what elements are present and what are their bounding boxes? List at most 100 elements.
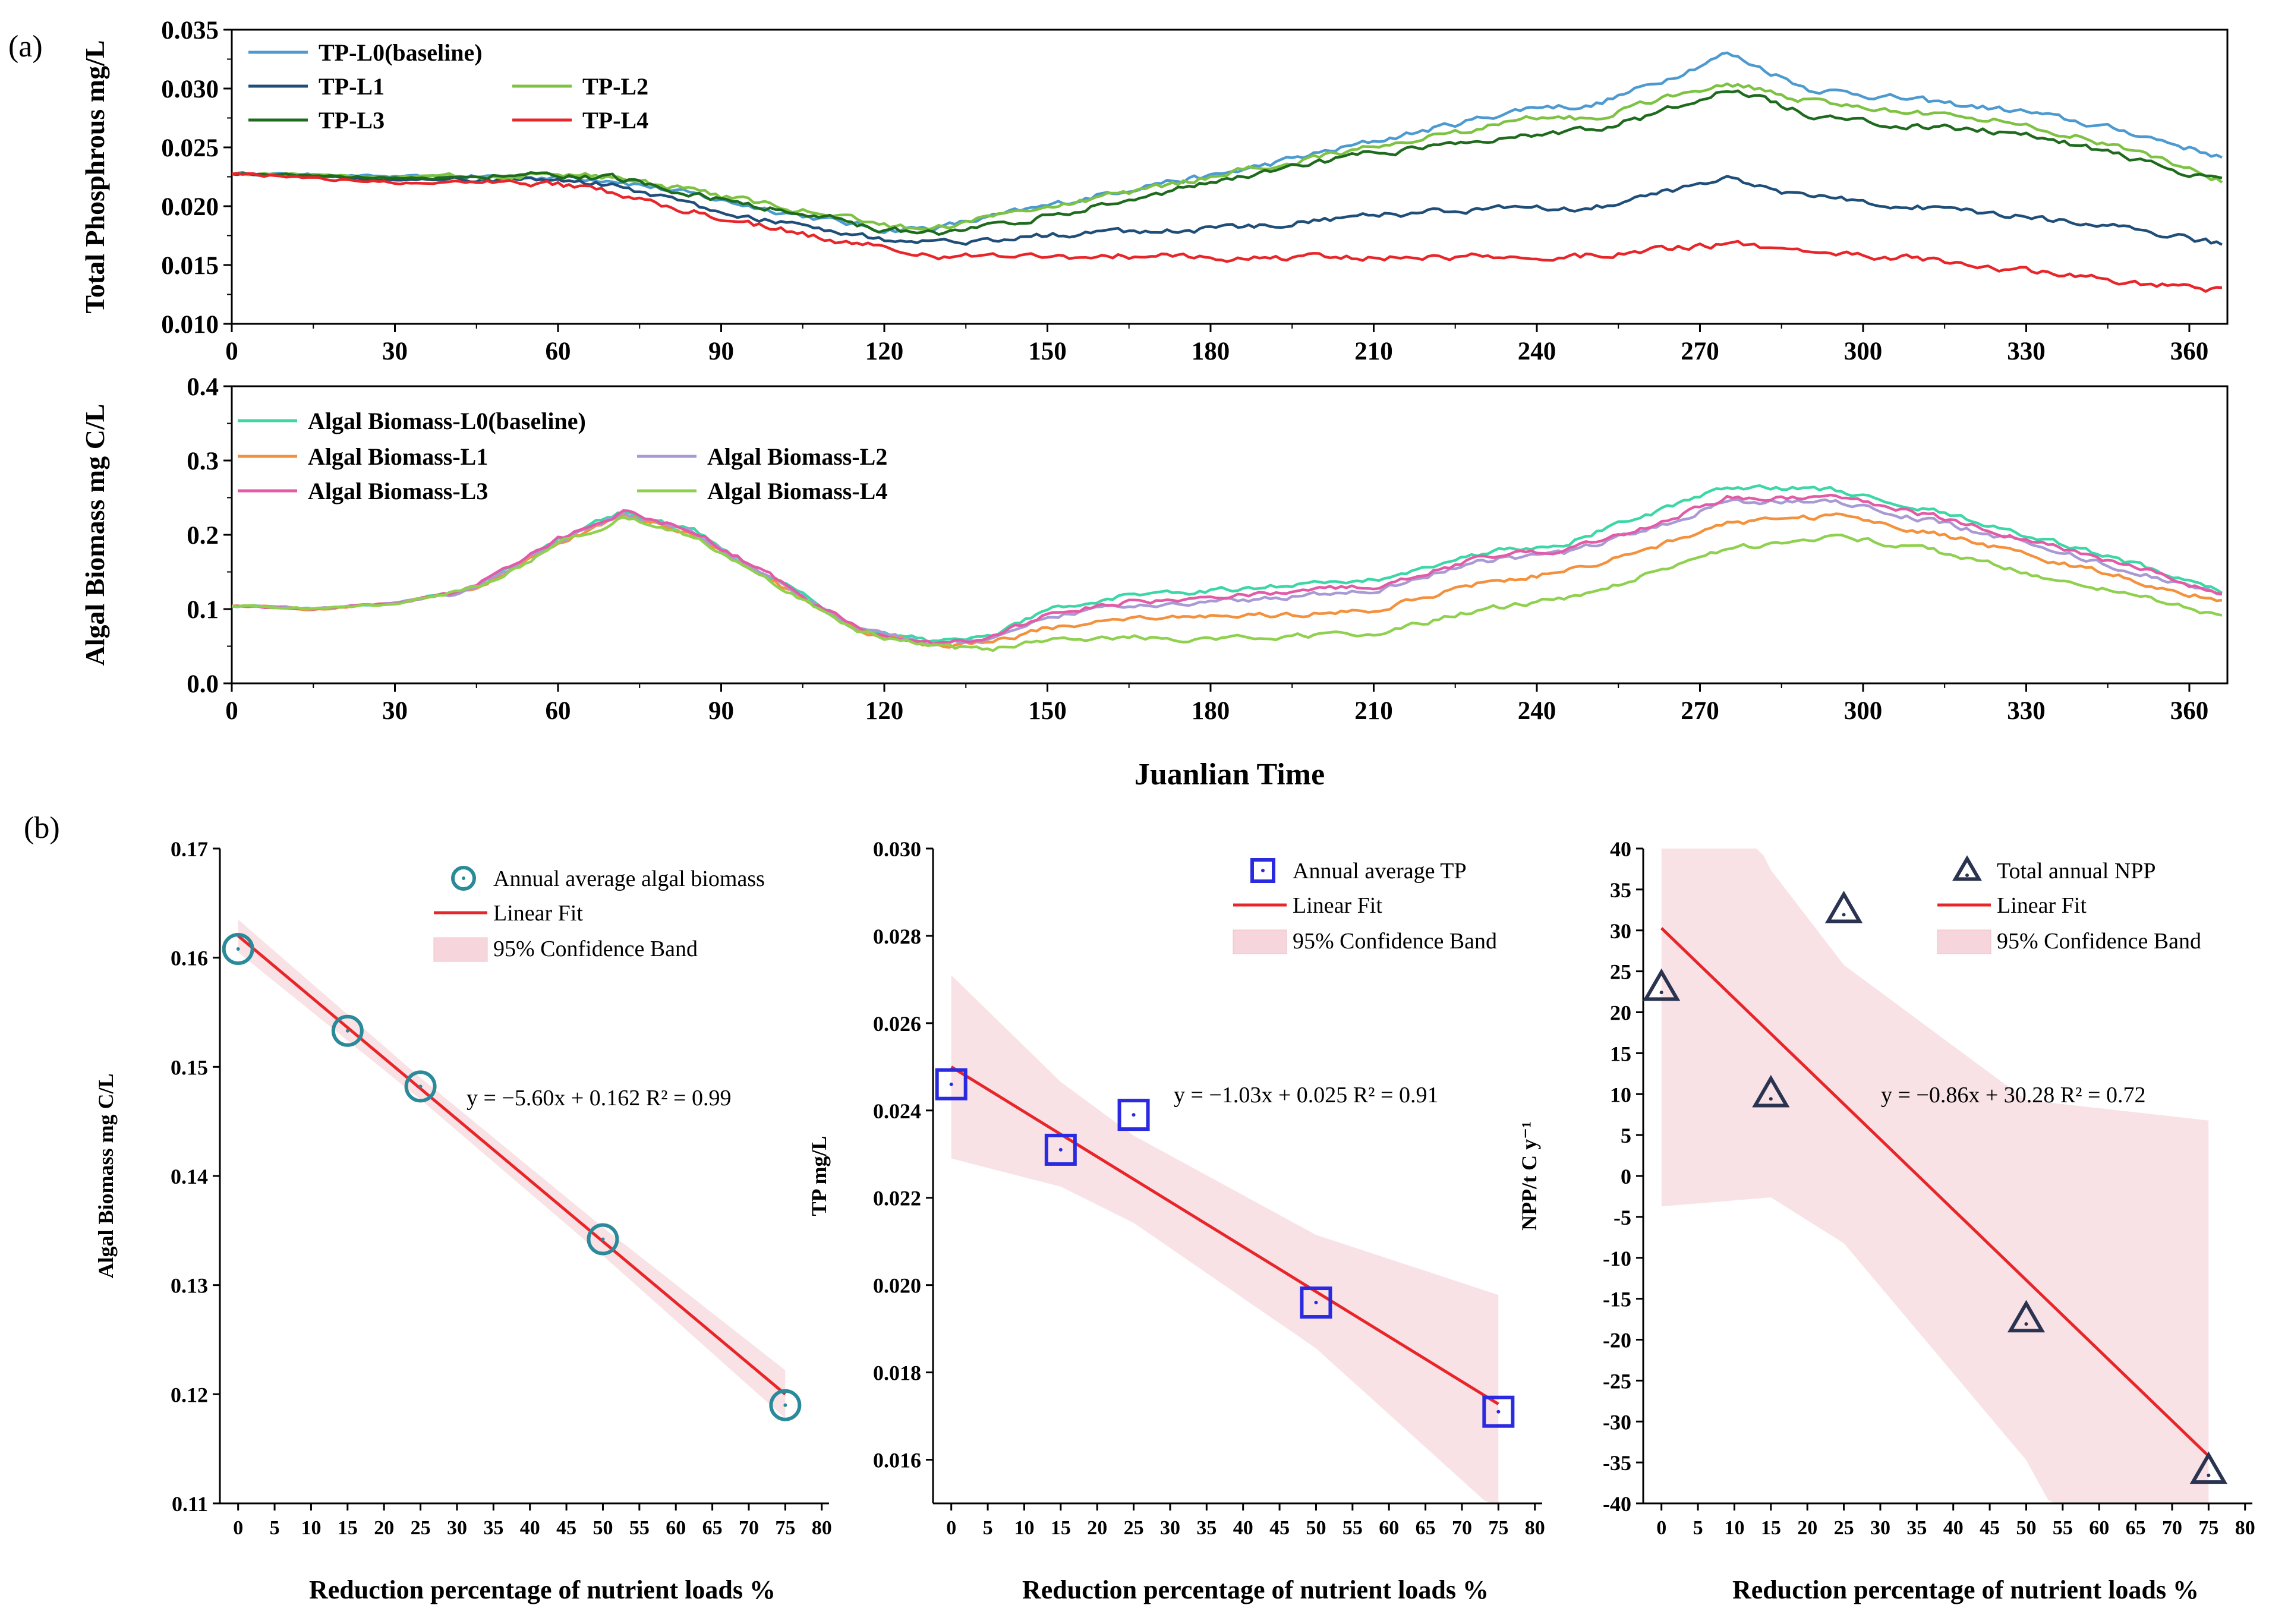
data-point-dot	[949, 1082, 953, 1086]
y-tick-label: 0.2	[187, 522, 219, 550]
x-tick-label: 360	[2170, 697, 2209, 725]
y-tick-label: 0.025	[161, 134, 219, 162]
x-tick-label: 30	[382, 697, 408, 725]
data-point-dot	[2024, 1322, 2028, 1326]
x-tick-label: 15	[1051, 1517, 1071, 1539]
x-tick-label: 15	[1761, 1517, 1781, 1539]
data-point-dot	[1132, 1113, 1136, 1117]
y-tick-label: 0.15	[171, 1055, 208, 1079]
x-tick-label: 80	[2235, 1517, 2255, 1539]
confidence-band	[238, 919, 786, 1418]
x-tick-label: 25	[1834, 1517, 1854, 1539]
x-tick-label: 90	[708, 338, 734, 365]
y-tick-label: 0.026	[873, 1012, 921, 1036]
data-point-dot	[1058, 1147, 1063, 1152]
y-tick-label: 0.028	[873, 925, 921, 948]
y-axis-title: Algal Biomass mg C/L	[80, 404, 110, 666]
x-tick-label: 70	[2162, 1517, 2182, 1539]
chart-tp-vs-reduction: 0 5 10 15 20 25 30 35 40 45 50 55 60 65 70 75 80 0.016 0.0…	[807, 837, 1545, 1604]
legend-label: Linear Fit	[493, 901, 583, 926]
legend-label: Algal Biomass-L2	[707, 443, 887, 470]
x-tick-label: 360	[2170, 338, 2209, 365]
x-axis-title: Juanlian Time	[1134, 758, 1325, 791]
y-tick-label: -15	[1603, 1288, 1631, 1311]
y-tick-label: 5	[1621, 1124, 1631, 1147]
x-tick-label: 330	[2007, 697, 2046, 725]
legend-band-swatch	[1937, 929, 1991, 954]
legend-label: Annual average TP	[1293, 859, 1467, 884]
x-tick-label: 75	[775, 1517, 795, 1539]
data-point-dot	[601, 1237, 605, 1241]
fit-line	[237, 935, 786, 1396]
legend-label: 95% Confidence Band	[493, 936, 698, 961]
y-tick-label: 0.022	[873, 1187, 921, 1210]
legend-label: TP-L4	[582, 107, 648, 134]
data-point	[935, 1068, 968, 1100]
panel-label-a: (a)	[8, 30, 43, 64]
fit-line	[1660, 927, 2210, 1458]
y-tick-label: 0.020	[161, 193, 219, 221]
x-tick-label: 55	[629, 1517, 650, 1539]
x-tick-label: 65	[1416, 1517, 1436, 1539]
y-tick-label: 0.11	[172, 1492, 208, 1516]
x-tick-label: 60	[2089, 1517, 2109, 1539]
x-tick-label: 60	[545, 338, 571, 365]
panel-label-b: (b)	[24, 811, 60, 845]
series-line-TP-L3	[231, 89, 2223, 236]
data-point	[1044, 1133, 1077, 1166]
y-tick-label: 15	[1610, 1042, 1631, 1065]
legend-marker	[1250, 858, 1275, 883]
y-tick-label: 0.1	[187, 596, 219, 624]
x-tick-label: 40	[1233, 1517, 1253, 1539]
data-point	[1752, 1074, 1790, 1108]
fit-equation: y = −1.03x + 0.025 R² = 0.91	[1174, 1083, 1438, 1108]
x-tick-label: 240	[1518, 338, 1556, 365]
x-tick-label: 120	[865, 697, 904, 725]
data-point-dot	[1769, 1097, 1773, 1101]
series-line-TP-L0(baseline)	[231, 51, 2223, 234]
x-tick-label: 35	[1906, 1517, 1927, 1539]
data-point-dot	[345, 1029, 349, 1033]
legend-label: Linear Fit	[1293, 893, 1382, 918]
legend-label: TP-L1	[319, 73, 385, 100]
legend-label: TP-L0(baseline)	[319, 39, 483, 66]
data-point	[1300, 1286, 1332, 1319]
x-axis-title: Reduction percentage of nutrient loads %	[1732, 1575, 2199, 1604]
legend-label: Algal Biomass-L3	[308, 478, 488, 504]
legend-label: Algal Biomass-L1	[308, 443, 488, 470]
x-tick-label: 15	[338, 1517, 358, 1539]
legend-label: Algal Biomass-L0(baseline)	[308, 408, 586, 434]
y-tick-label: 25	[1610, 960, 1631, 984]
data-point	[404, 1070, 437, 1103]
x-tick-label: 30	[447, 1517, 467, 1539]
chart-npp-vs-reduction: 0 5 10 15 20 25 30 35 40 45 50 55 60 65 70 75 80-40-35-3…	[1517, 837, 2255, 1604]
fit-equation: y = −5.60x + 0.162 R² = 0.99	[467, 1086, 731, 1111]
x-tick-label: 0	[233, 1517, 243, 1539]
fit-line	[950, 1065, 1499, 1405]
y-axis-title: TP mg/L	[807, 1136, 831, 1216]
series-line-Algal Biomass-L3	[231, 493, 2223, 645]
x-tick-label: 45	[556, 1517, 576, 1539]
x-axis-title: Reduction percentage of nutrient loads %	[1022, 1575, 1489, 1604]
x-tick-label: 180	[1192, 338, 1230, 365]
confidence-band	[1661, 849, 2209, 1503]
x-tick-label: 0	[1656, 1517, 1666, 1539]
x-tick-label: 120	[865, 338, 904, 365]
data-point-dot	[2207, 1473, 2211, 1477]
y-axis-title: Total Phosphrous mg/L	[80, 40, 110, 313]
y-tick-label: 0.030	[873, 837, 921, 861]
x-tick-label: 180	[1192, 697, 1230, 725]
x-tick-label: 30	[382, 338, 408, 365]
legend-label: Total annual NPP	[1997, 859, 2156, 884]
legend-label: Algal Biomass-L4	[707, 478, 887, 504]
x-tick-label: 65	[702, 1517, 723, 1539]
x-tick-label: 300	[1844, 697, 1883, 725]
x-tick-label: 35	[483, 1517, 503, 1539]
y-tick-label: 0.0	[187, 670, 219, 698]
x-tick-label: 25	[411, 1517, 431, 1539]
x-tick-label: 5	[1693, 1517, 1703, 1539]
x-tick-label: 70	[739, 1517, 759, 1539]
series-line-Algal Biomass-L2	[231, 498, 2223, 647]
x-tick-label: 150	[1028, 338, 1067, 365]
x-tick-label: 0	[225, 697, 238, 725]
